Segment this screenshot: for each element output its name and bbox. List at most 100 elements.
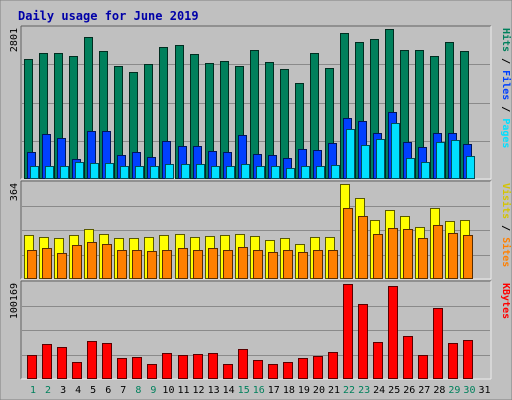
sites-bar-day-27 bbox=[418, 238, 428, 279]
pages-bar-day-22 bbox=[346, 129, 355, 179]
day-label-28: 28 bbox=[433, 385, 445, 396]
day-label-9: 9 bbox=[150, 385, 156, 396]
pages-bar-day-19 bbox=[301, 166, 310, 179]
legend-part: Hits bbox=[500, 28, 512, 52]
sites-bar-day-22 bbox=[343, 208, 353, 279]
sites-bar-day-24 bbox=[373, 234, 383, 279]
y-max-label: 364 bbox=[9, 183, 20, 201]
sites-bar-day-12 bbox=[193, 250, 203, 279]
pages-bar-day-12 bbox=[196, 164, 205, 179]
legend-part: Sites bbox=[500, 237, 512, 267]
sites-bar-day-8 bbox=[132, 250, 142, 279]
pages-bar-day-4 bbox=[75, 162, 84, 179]
sites-bar-day-5 bbox=[87, 242, 97, 279]
day-label-20: 20 bbox=[313, 385, 325, 396]
kbytes-bar-day-12 bbox=[193, 354, 203, 379]
legend-part: / bbox=[500, 52, 511, 70]
kbytes-bar-day-5 bbox=[87, 341, 97, 379]
panel-visits-sites: 364 Visits / Sites bbox=[9, 180, 512, 280]
pages-bar-day-27 bbox=[421, 162, 430, 179]
sites-bar-day-15 bbox=[238, 247, 248, 279]
pages-bar-day-17 bbox=[271, 166, 280, 179]
day-label-6: 6 bbox=[105, 385, 111, 396]
day-label-4: 4 bbox=[75, 385, 81, 396]
legend-part: Visits bbox=[500, 183, 512, 219]
pages-bar-day-15 bbox=[241, 164, 250, 179]
panel-hits-files-pages: 2801 Hits / Files / Pages bbox=[9, 25, 512, 180]
day-label-18: 18 bbox=[283, 385, 295, 396]
kbytes-bar-day-14 bbox=[223, 364, 233, 379]
series-legend-label: KBytes bbox=[500, 283, 511, 319]
pages-bar-day-10 bbox=[165, 164, 174, 179]
kbytes-bar-day-22 bbox=[343, 284, 353, 379]
day-label-17: 17 bbox=[268, 385, 280, 396]
day-label-24: 24 bbox=[373, 385, 385, 396]
pages-bar-day-24 bbox=[376, 139, 385, 179]
kbytes-bar-day-18 bbox=[283, 362, 293, 379]
kbytes-bar-day-24 bbox=[373, 342, 383, 379]
pages-bar-day-9 bbox=[150, 166, 159, 179]
pages-bar-day-29 bbox=[451, 140, 460, 179]
pages-bar-day-1 bbox=[30, 166, 39, 179]
legend-part: Pages bbox=[500, 118, 511, 148]
day-label-12: 12 bbox=[193, 385, 205, 396]
x-axis-day-labels: 1 2 3 4 5 6 7 8 9 10 11 12 13 14 15 16 17 18 19 20 21 22 23 24 2… bbox=[30, 385, 491, 396]
day-label-2: 2 bbox=[45, 385, 51, 396]
pages-bar-day-21 bbox=[331, 165, 340, 179]
kbytes-bar-day-7 bbox=[117, 358, 127, 379]
pages-bar-day-3 bbox=[60, 166, 69, 179]
pages-bar-day-5 bbox=[90, 163, 99, 179]
sites-bar-day-1 bbox=[27, 250, 37, 279]
sites-bar-day-3 bbox=[57, 253, 67, 279]
series-kbytes bbox=[27, 284, 473, 379]
sites-bar-day-17 bbox=[268, 252, 278, 279]
day-label-5: 5 bbox=[90, 385, 96, 396]
sites-bar-day-21 bbox=[328, 250, 338, 279]
kbytes-bar-day-19 bbox=[298, 358, 308, 379]
kbytes-bar-day-10 bbox=[162, 353, 172, 379]
kbytes-bar-day-16 bbox=[253, 360, 263, 379]
legend-part: KBytes bbox=[500, 283, 511, 319]
day-label-15: 15 bbox=[238, 385, 250, 396]
sites-bar-day-19 bbox=[298, 252, 308, 279]
pages-bar-day-30 bbox=[466, 156, 475, 179]
kbytes-bar-day-23 bbox=[358, 304, 368, 379]
kbytes-bar-day-13 bbox=[208, 353, 218, 379]
sites-bar-day-4 bbox=[72, 245, 82, 279]
pages-bar-day-11 bbox=[181, 164, 190, 179]
kbytes-bar-day-26 bbox=[403, 336, 413, 379]
pages-bar-day-16 bbox=[256, 166, 265, 179]
sites-bar-day-14 bbox=[223, 250, 233, 279]
day-label-26: 26 bbox=[403, 385, 415, 396]
kbytes-bar-day-2 bbox=[42, 344, 52, 379]
day-label-16: 16 bbox=[253, 385, 265, 396]
sites-bar-day-25 bbox=[388, 228, 398, 279]
day-label-19: 19 bbox=[298, 385, 310, 396]
kbytes-bar-day-29 bbox=[448, 343, 458, 379]
pages-bar-day-8 bbox=[135, 166, 144, 179]
sites-bar-day-16 bbox=[253, 250, 263, 279]
kbytes-bar-day-27 bbox=[418, 355, 428, 379]
day-label-23: 23 bbox=[358, 385, 370, 396]
day-label-7: 7 bbox=[120, 385, 126, 396]
sites-bar-day-9 bbox=[147, 251, 157, 279]
sites-bar-day-11 bbox=[178, 248, 188, 279]
chart-title: Daily usage for June 2019 bbox=[18, 9, 199, 23]
pages-bar-day-25 bbox=[391, 123, 400, 179]
kbytes-bar-day-11 bbox=[178, 355, 188, 379]
kbytes-bar-day-9 bbox=[147, 364, 157, 379]
day-label-13: 13 bbox=[208, 385, 220, 396]
kbytes-bar-day-17 bbox=[268, 364, 278, 379]
sites-bar-day-6 bbox=[102, 244, 112, 279]
kbytes-bar-day-15 bbox=[238, 349, 248, 379]
chart-panels: 2801 Hits / Files / Pages 364 Visits / Site… bbox=[9, 25, 512, 380]
day-label-14: 14 bbox=[223, 385, 235, 396]
kbytes-bar-day-1 bbox=[27, 355, 37, 379]
kbytes-bar-day-25 bbox=[388, 286, 398, 379]
kbytes-bar-day-30 bbox=[463, 340, 473, 379]
legend-part: Files bbox=[500, 70, 512, 100]
day-label-27: 27 bbox=[418, 385, 430, 396]
pages-bar-day-20 bbox=[316, 166, 325, 179]
pages-bar-day-23 bbox=[361, 145, 370, 179]
